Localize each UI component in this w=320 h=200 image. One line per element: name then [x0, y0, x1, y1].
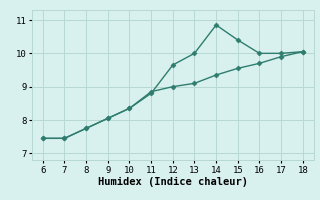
X-axis label: Humidex (Indice chaleur): Humidex (Indice chaleur)	[98, 177, 248, 187]
